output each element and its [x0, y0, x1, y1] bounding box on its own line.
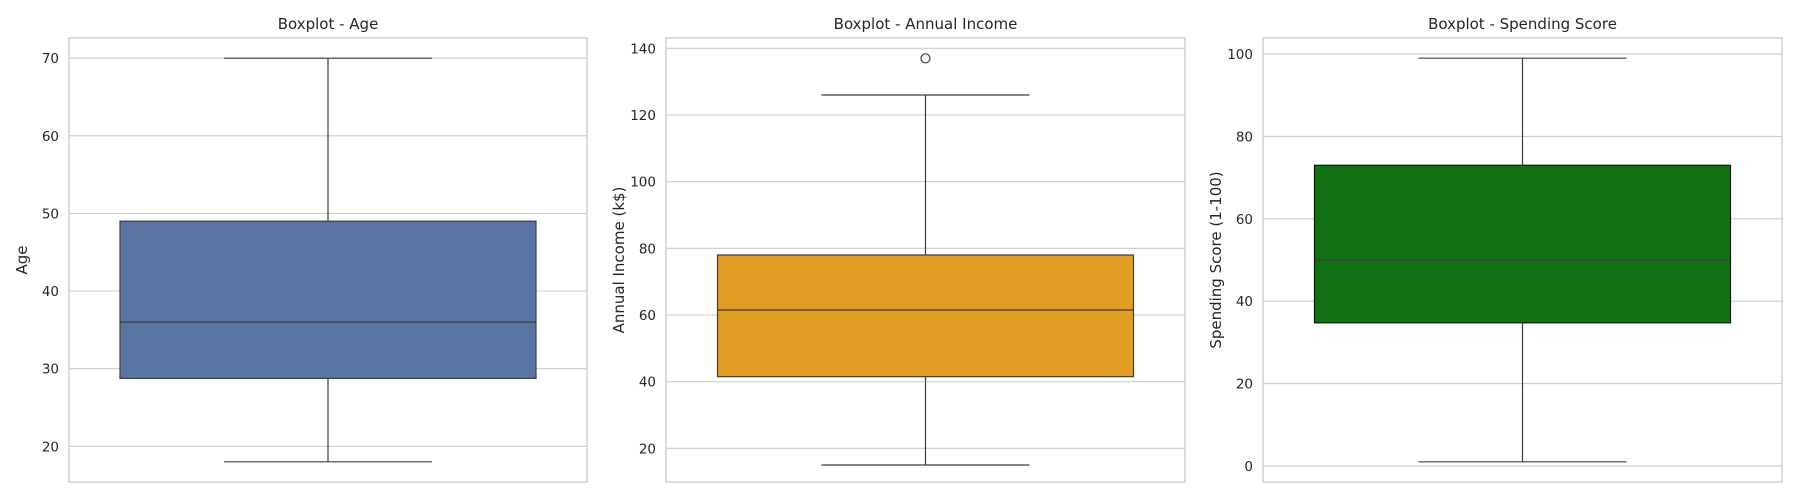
plot-frame	[1262, 37, 1783, 483]
y-tick-label: 120	[630, 108, 656, 124]
y-tick-label: 40	[1236, 294, 1253, 310]
y-tick-label: 20	[42, 439, 59, 455]
y-tick-label: 60	[42, 129, 59, 145]
y-tick-label: 60	[639, 308, 656, 324]
y-tick-label: 140	[630, 41, 656, 57]
y-tick-label: 80	[639, 241, 656, 257]
y-tick-label: 100	[1227, 47, 1253, 63]
iqr-box	[716, 254, 1135, 378]
iqr-box	[1313, 164, 1732, 324]
outlier-point	[920, 53, 931, 64]
y-tick-label: 50	[42, 206, 59, 222]
y-axis-label: Annual Income (k$)	[610, 187, 628, 334]
y-tick-label: 30	[42, 362, 59, 378]
chart-title: Boxplot - Age	[278, 15, 379, 33]
plot-frame	[68, 37, 588, 483]
y-tick-label: 20	[639, 441, 656, 457]
plot-frame	[665, 37, 1186, 483]
y-axis-label: Age	[13, 245, 31, 274]
y-axis-label: Spending Score (1-100)	[1207, 171, 1225, 348]
y-tick-label: 40	[42, 284, 59, 300]
y-tick-label: 60	[1236, 212, 1253, 228]
y-tick-label: 20	[1236, 377, 1253, 393]
y-tick-label: 0	[1244, 459, 1253, 475]
y-tick-label: 40	[639, 375, 656, 391]
y-tick-label: 80	[1236, 129, 1253, 145]
chart-title: Boxplot - Annual Income	[834, 15, 1018, 33]
iqr-box	[119, 220, 537, 379]
chart-title: Boxplot - Spending Score	[1428, 15, 1617, 33]
y-tick-label: 70	[42, 51, 59, 67]
y-tick-label: 100	[630, 175, 656, 191]
